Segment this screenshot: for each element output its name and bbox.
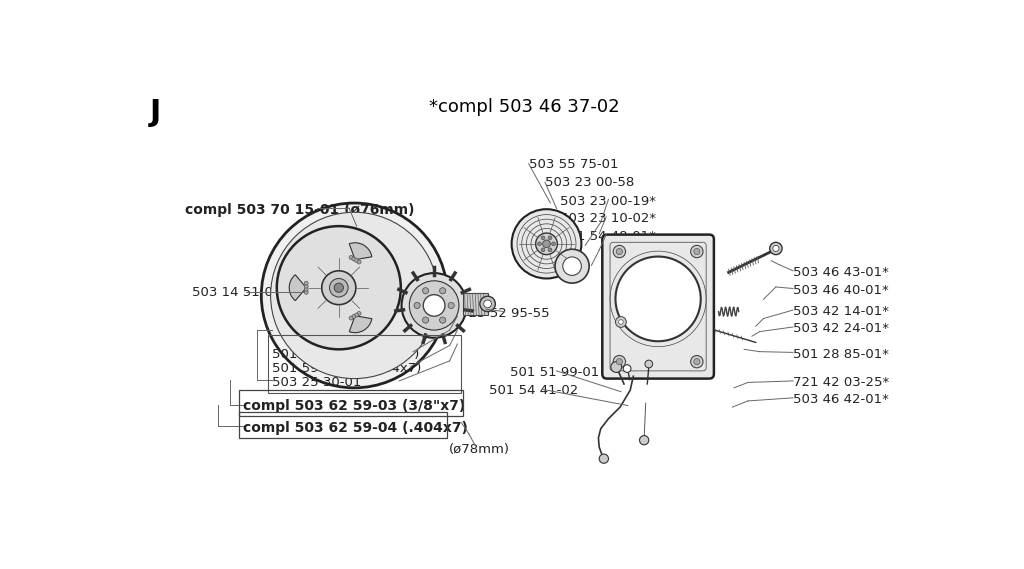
Text: 503 42 14-01*: 503 42 14-01*	[793, 306, 889, 319]
Circle shape	[334, 283, 343, 292]
Circle shape	[304, 281, 308, 285]
Circle shape	[410, 281, 459, 330]
Circle shape	[616, 249, 623, 254]
Text: 503 46 42-01*: 503 46 42-01*	[793, 393, 889, 406]
Circle shape	[693, 249, 700, 254]
Text: 503 46 43-01*: 503 46 43-01*	[793, 266, 889, 279]
Text: 501 28 85-01*: 501 28 85-01*	[793, 348, 889, 361]
Circle shape	[352, 257, 355, 261]
Circle shape	[322, 271, 356, 304]
Circle shape	[773, 245, 779, 251]
Circle shape	[423, 317, 429, 323]
Circle shape	[330, 278, 348, 297]
Circle shape	[449, 302, 455, 308]
Text: compl 503 62 59-04 (.404x7): compl 503 62 59-04 (.404x7)	[243, 421, 468, 435]
Text: 501 54 41-02: 501 54 41-02	[489, 384, 579, 397]
Circle shape	[563, 257, 582, 275]
Circle shape	[645, 360, 652, 368]
Circle shape	[439, 317, 445, 323]
Circle shape	[613, 356, 626, 368]
Circle shape	[690, 356, 703, 368]
Circle shape	[613, 245, 626, 258]
Circle shape	[423, 295, 445, 316]
Circle shape	[276, 226, 400, 349]
Text: 501 51 99-01: 501 51 99-01	[510, 365, 599, 378]
Circle shape	[640, 436, 649, 445]
Text: compl 503 62 59-03 (3/8"x7): compl 503 62 59-03 (3/8"x7)	[243, 399, 465, 414]
Circle shape	[615, 257, 700, 341]
Circle shape	[552, 242, 555, 246]
Circle shape	[693, 358, 700, 365]
Circle shape	[270, 212, 438, 378]
Text: compl 503 70 15-01 (ø76mm): compl 503 70 15-01 (ø76mm)	[184, 203, 414, 217]
Circle shape	[349, 316, 353, 320]
Circle shape	[512, 209, 582, 278]
Circle shape	[439, 288, 445, 294]
Circle shape	[618, 320, 624, 324]
Circle shape	[548, 236, 552, 240]
Text: 725 52 95-55: 725 52 95-55	[460, 307, 549, 320]
Text: J: J	[150, 97, 161, 126]
FancyBboxPatch shape	[463, 293, 487, 315]
Text: 503 55 75-01: 503 55 75-01	[528, 158, 618, 171]
Circle shape	[548, 248, 552, 251]
Text: 721 42 03-25*: 721 42 03-25*	[793, 376, 889, 389]
FancyBboxPatch shape	[602, 234, 714, 378]
Circle shape	[483, 300, 492, 308]
Circle shape	[304, 287, 308, 291]
Text: 503 23 00-19*: 503 23 00-19*	[560, 195, 655, 208]
Circle shape	[401, 273, 467, 338]
Text: 501 59 79-02 (.404x7): 501 59 79-02 (.404x7)	[272, 362, 422, 374]
Circle shape	[304, 290, 308, 294]
Text: 503 42 24-01*: 503 42 24-01*	[793, 323, 889, 335]
Circle shape	[480, 296, 496, 312]
Circle shape	[352, 315, 355, 319]
Text: 503 14 51-01: 503 14 51-01	[191, 286, 281, 299]
Circle shape	[616, 358, 623, 365]
Circle shape	[624, 365, 631, 373]
Text: 501 59 80-02 (3/8"x7): 501 59 80-02 (3/8"x7)	[272, 347, 420, 360]
Circle shape	[357, 311, 361, 315]
Circle shape	[357, 260, 361, 264]
Text: (ø78mm): (ø78mm)	[449, 443, 510, 456]
Circle shape	[354, 313, 358, 317]
Circle shape	[690, 245, 703, 258]
Circle shape	[354, 258, 358, 262]
Circle shape	[423, 288, 429, 294]
Circle shape	[261, 203, 447, 388]
Wedge shape	[289, 275, 306, 300]
Circle shape	[536, 233, 557, 254]
Circle shape	[770, 242, 782, 254]
Circle shape	[555, 249, 589, 283]
Text: 503 25 30-01: 503 25 30-01	[272, 376, 361, 389]
Text: 503 46 40-01*: 503 46 40-01*	[793, 284, 889, 297]
Circle shape	[615, 316, 627, 327]
Circle shape	[541, 248, 545, 251]
Text: 503 23 10-02*: 503 23 10-02*	[560, 212, 655, 225]
Circle shape	[304, 284, 308, 288]
Circle shape	[611, 362, 622, 373]
Wedge shape	[349, 243, 372, 259]
Wedge shape	[349, 316, 372, 333]
Circle shape	[543, 240, 550, 248]
Text: *compl 503 46 37-02: *compl 503 46 37-02	[429, 97, 621, 116]
Circle shape	[599, 454, 608, 463]
Circle shape	[541, 236, 545, 240]
Circle shape	[538, 242, 542, 246]
Circle shape	[414, 302, 420, 308]
Circle shape	[349, 255, 353, 259]
Text: 501 54 48-01*: 501 54 48-01*	[560, 230, 655, 243]
Text: 503 23 00-58: 503 23 00-58	[545, 176, 634, 189]
